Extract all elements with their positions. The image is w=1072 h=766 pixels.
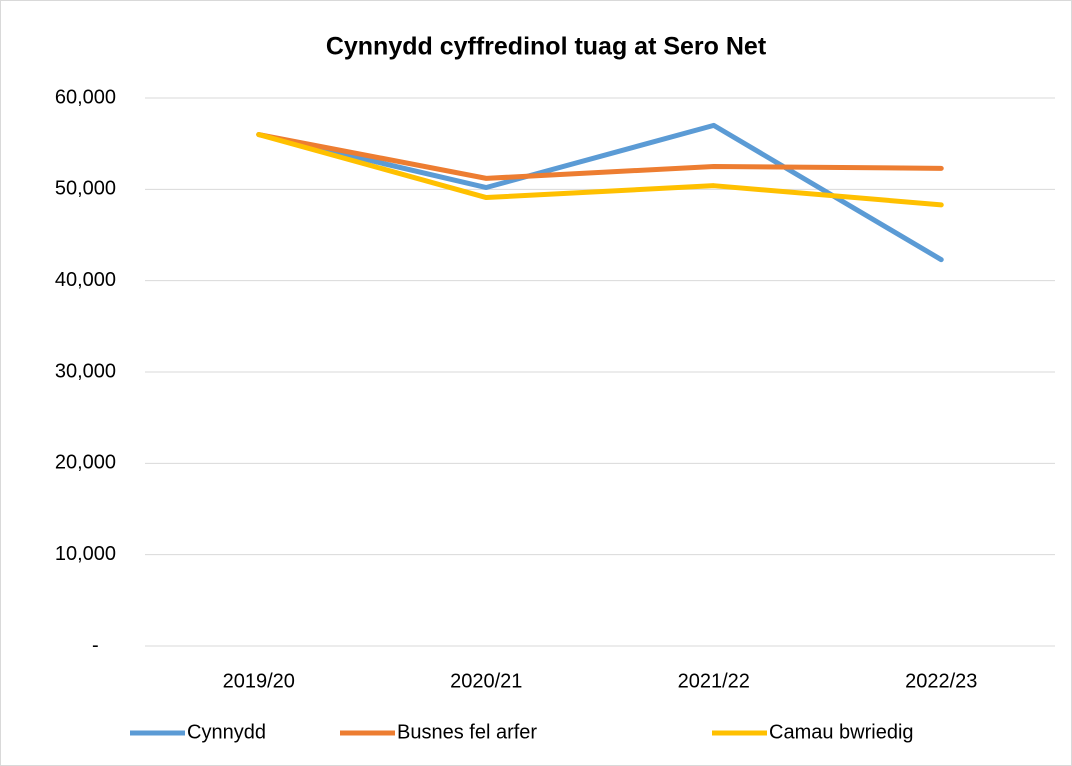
x-tick-label: 2019/20: [223, 670, 295, 692]
y-tick-label: 20,000: [55, 452, 116, 474]
legend-label: Cynnydd: [187, 721, 266, 743]
y-tick-label: 10,000: [55, 543, 116, 565]
y-tick-label: 40,000: [55, 269, 116, 291]
chart-title: Cynnydd cyffredinol tuag at Sero Net: [326, 33, 767, 61]
legend-label: Busnes fel arfer: [397, 721, 537, 743]
y-tick-label: 50,000: [55, 178, 116, 200]
line-series: [256, 122, 944, 263]
x-tick-label: 2022/23: [905, 670, 977, 692]
y-tick-label: -: [92, 634, 99, 656]
line-series: [256, 132, 944, 208]
y-tick-label: 60,000: [55, 86, 116, 108]
x-tick-label: 2021/22: [678, 670, 750, 692]
x-tick-label: 2020/21: [450, 670, 522, 692]
y-tick-label: 30,000: [55, 360, 116, 382]
line-series: [256, 132, 944, 181]
legend-label: Camau bwriedig: [769, 721, 914, 743]
